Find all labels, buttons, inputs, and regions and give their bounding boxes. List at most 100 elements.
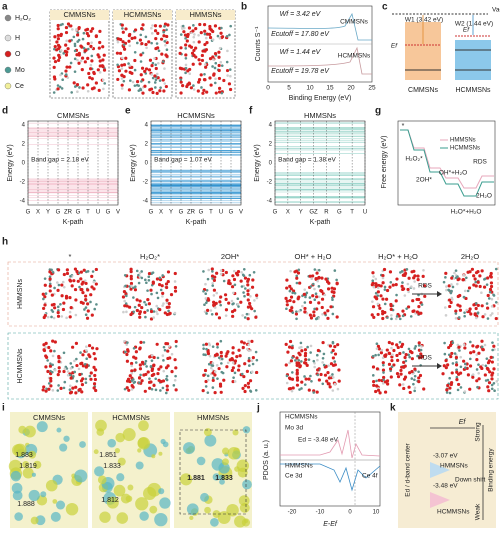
tick-label: ZR bbox=[64, 210, 73, 216]
atom bbox=[154, 66, 158, 71]
atom bbox=[232, 277, 237, 282]
atom bbox=[73, 44, 77, 48]
atom bbox=[412, 382, 415, 386]
atom bbox=[42, 348, 46, 352]
atom bbox=[68, 310, 72, 314]
atom bbox=[250, 307, 254, 311]
tick-label: X bbox=[286, 210, 290, 216]
atom bbox=[212, 72, 216, 76]
atom bbox=[217, 55, 221, 59]
atom bbox=[458, 308, 463, 312]
atom bbox=[184, 63, 188, 67]
atom bbox=[65, 65, 69, 69]
atom bbox=[137, 89, 141, 92]
atom bbox=[218, 382, 223, 386]
atom bbox=[122, 75, 126, 79]
atom bbox=[89, 377, 93, 381]
atom bbox=[413, 374, 417, 378]
charge-blob bbox=[135, 461, 144, 470]
atom bbox=[408, 355, 411, 359]
atom bbox=[247, 339, 250, 343]
tick-label: 2 bbox=[145, 142, 149, 148]
atom bbox=[406, 282, 410, 286]
atom bbox=[490, 377, 494, 381]
atom bbox=[378, 391, 382, 395]
atom bbox=[148, 58, 153, 62]
atom bbox=[82, 31, 86, 35]
atom bbox=[395, 353, 399, 358]
atom bbox=[494, 267, 498, 271]
atom bbox=[495, 380, 499, 383]
atom bbox=[300, 360, 303, 363]
atom bbox=[211, 386, 215, 389]
atom bbox=[140, 379, 144, 383]
atom bbox=[415, 297, 419, 302]
atom bbox=[489, 355, 493, 359]
atom bbox=[476, 303, 480, 308]
atom bbox=[179, 80, 183, 84]
atom bbox=[140, 80, 143, 83]
atom bbox=[62, 369, 66, 374]
atom bbox=[140, 66, 145, 70]
atom bbox=[472, 303, 476, 307]
atom bbox=[477, 377, 481, 381]
atom bbox=[297, 268, 301, 272]
atom bbox=[173, 285, 178, 290]
atom bbox=[388, 285, 392, 289]
atom bbox=[251, 362, 255, 366]
atom bbox=[49, 384, 53, 388]
atom bbox=[477, 363, 480, 366]
tick-label: G bbox=[273, 210, 278, 216]
atom bbox=[74, 313, 78, 317]
atom bbox=[312, 310, 316, 314]
label: Ef bbox=[391, 43, 398, 50]
atom bbox=[165, 298, 169, 302]
atom bbox=[392, 348, 396, 353]
atom bbox=[336, 343, 340, 347]
atom bbox=[165, 374, 169, 378]
atom bbox=[85, 357, 88, 361]
atom bbox=[84, 381, 88, 384]
tick-label: V bbox=[239, 210, 243, 216]
atom bbox=[163, 67, 166, 70]
atom bbox=[423, 294, 427, 298]
atom bbox=[135, 80, 140, 84]
atom bbox=[92, 382, 97, 386]
atom bbox=[214, 77, 217, 81]
atom bbox=[245, 312, 249, 316]
atom bbox=[454, 363, 459, 367]
atom bbox=[151, 364, 156, 368]
atom bbox=[141, 23, 145, 27]
atom bbox=[215, 342, 220, 346]
atom bbox=[93, 307, 97, 311]
label: HCMMSNs bbox=[456, 87, 491, 94]
atom bbox=[400, 284, 404, 288]
atom bbox=[56, 27, 60, 31]
atom bbox=[167, 305, 171, 309]
atom bbox=[287, 376, 292, 380]
atom bbox=[206, 378, 210, 382]
atom bbox=[243, 384, 247, 388]
atom bbox=[131, 378, 135, 381]
atom bbox=[467, 286, 472, 290]
tick-label: G bbox=[56, 210, 61, 216]
atom bbox=[335, 278, 338, 282]
atom bbox=[135, 41, 139, 45]
atom bbox=[124, 27, 128, 31]
atom bbox=[57, 354, 61, 359]
atom bbox=[59, 386, 63, 390]
atom bbox=[159, 365, 163, 369]
atom bbox=[372, 380, 376, 384]
atom bbox=[308, 313, 313, 317]
atom bbox=[127, 88, 132, 92]
charge-blob bbox=[14, 512, 23, 521]
tick-label: U bbox=[96, 210, 100, 216]
atom bbox=[59, 49, 63, 52]
atom bbox=[213, 81, 217, 85]
atom bbox=[214, 91, 218, 95]
axis-label: Binding Energy (eV) bbox=[289, 95, 352, 102]
atom bbox=[57, 309, 60, 312]
atom bbox=[204, 353, 207, 357]
atom bbox=[158, 276, 162, 280]
atom bbox=[79, 287, 83, 292]
